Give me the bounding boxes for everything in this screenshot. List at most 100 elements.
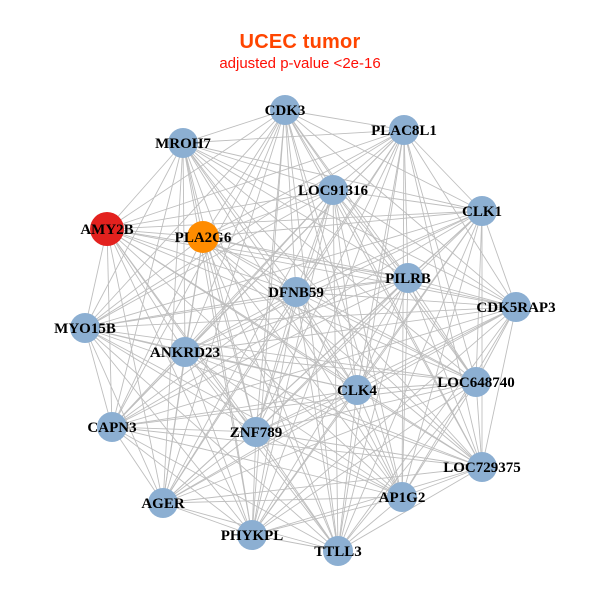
graph-node-label-znf789: ZNF789	[230, 425, 283, 441]
graph-node-label-ankrd23: ANKRD23	[150, 345, 220, 361]
graph-edge	[295, 189, 334, 293]
graph-node-myo15b	[70, 313, 100, 343]
graph-edge	[184, 109, 286, 353]
graph-edge	[182, 142, 517, 308]
graph-node-label-capn3: CAPN3	[87, 420, 136, 436]
graph-edge	[182, 142, 186, 353]
graph-edge	[182, 129, 405, 144]
graph-edge	[162, 431, 257, 504]
graph-edge	[84, 142, 184, 329]
graph-edge	[284, 109, 339, 552]
graph-edge	[111, 381, 477, 428]
graph-edge	[84, 327, 483, 468]
graph-node-ankrd23	[170, 337, 200, 367]
graph-edge	[162, 142, 184, 504]
graph-node-label-mroh7: MROH7	[155, 136, 211, 152]
graph-edge	[332, 189, 358, 391]
graph-node-dfnb59	[281, 277, 311, 307]
graph-edge	[356, 389, 483, 468]
graph-edge	[202, 189, 334, 238]
graph-edge	[111, 236, 204, 428]
graph-edge	[403, 129, 477, 383]
graph-edge	[111, 389, 358, 428]
graph-edge	[202, 236, 409, 279]
graph-edge	[184, 351, 339, 552]
graph-node-cdk5rap3	[501, 292, 531, 322]
graph-node-phykpl	[237, 520, 267, 550]
graph-edge	[184, 351, 257, 433]
graph-edge	[184, 277, 409, 353]
graph-edge	[111, 426, 403, 498]
graph-edge	[337, 389, 358, 552]
graph-edge	[251, 496, 403, 536]
graph-edge	[356, 381, 477, 391]
graph-edge	[337, 306, 517, 552]
graph-edge	[403, 129, 483, 468]
graph-edge	[251, 277, 409, 536]
graph-node-znf789	[241, 417, 271, 447]
graph-edge	[251, 389, 358, 536]
graph-edge	[106, 228, 409, 279]
graph-edge	[251, 431, 257, 536]
graph-edge	[182, 142, 483, 468]
graph-node-pilrb	[393, 263, 423, 293]
graph-edge	[407, 277, 477, 383]
graph-edge	[162, 466, 483, 504]
graph-edge	[356, 129, 405, 391]
graph-edge	[106, 228, 297, 293]
graph-edge	[332, 189, 403, 498]
graph-node-label-loc91316: LOC91316	[298, 183, 369, 199]
graph-edge	[106, 228, 113, 428]
graph-node-label-plac8l1: PLAC8L1	[371, 123, 437, 139]
graph-edge	[106, 228, 339, 552]
graph-edge	[111, 426, 257, 433]
graph-edge	[182, 142, 297, 293]
graph-edge	[401, 210, 483, 498]
graph-edge	[251, 466, 483, 536]
graph-node-pla2g6	[187, 221, 219, 253]
graph-node-ager	[148, 488, 178, 518]
graph-edge	[356, 306, 517, 391]
graph-edge	[106, 142, 184, 230]
graph-edge	[332, 189, 339, 552]
graph-edge	[295, 277, 409, 293]
graph-edge	[202, 236, 358, 391]
graph-edge	[84, 236, 204, 329]
graph-edge	[162, 389, 358, 504]
graph-edge	[162, 502, 253, 536]
graph-edge	[106, 210, 483, 230]
graph-edge	[84, 327, 164, 504]
graph-edge	[184, 351, 403, 498]
graph-edge	[202, 236, 477, 383]
graph-edge	[407, 277, 517, 308]
graph-node-label-loc729375: LOC729375	[443, 460, 521, 476]
graph-node-label-myo15b: MYO15B	[54, 321, 116, 337]
graph-node-label-clk4: CLK4	[337, 383, 378, 399]
graph-edge	[481, 210, 517, 308]
graph-edge	[162, 189, 334, 504]
plot-subtitle: adjusted p-value <2e-16	[219, 55, 381, 72]
graph-node-label-amy2b: AMY2B	[80, 222, 133, 238]
graph-edge	[295, 210, 483, 293]
graph-edge	[202, 236, 483, 468]
graph-edge	[255, 431, 403, 498]
graph-edge	[182, 109, 286, 144]
graph-edge	[403, 129, 483, 212]
graph-edge	[295, 291, 339, 552]
graph-node-label-pla2g6: PLA2G6	[175, 230, 232, 246]
graph-edge	[332, 189, 483, 468]
graph-edge	[84, 327, 339, 552]
graph-edge	[184, 210, 483, 353]
graph-node-amy2b	[90, 212, 124, 246]
graph-node-mroh7	[168, 128, 198, 158]
graph-edge	[106, 228, 517, 308]
graph-edge	[84, 327, 477, 383]
graph-edge	[106, 109, 286, 230]
graph-edge	[84, 291, 297, 329]
graph-node-ttll3	[323, 536, 353, 566]
graph-edge	[356, 277, 409, 391]
graph-edge	[182, 142, 257, 433]
graph-edge	[295, 129, 405, 293]
graph-node-clk4	[342, 375, 372, 405]
